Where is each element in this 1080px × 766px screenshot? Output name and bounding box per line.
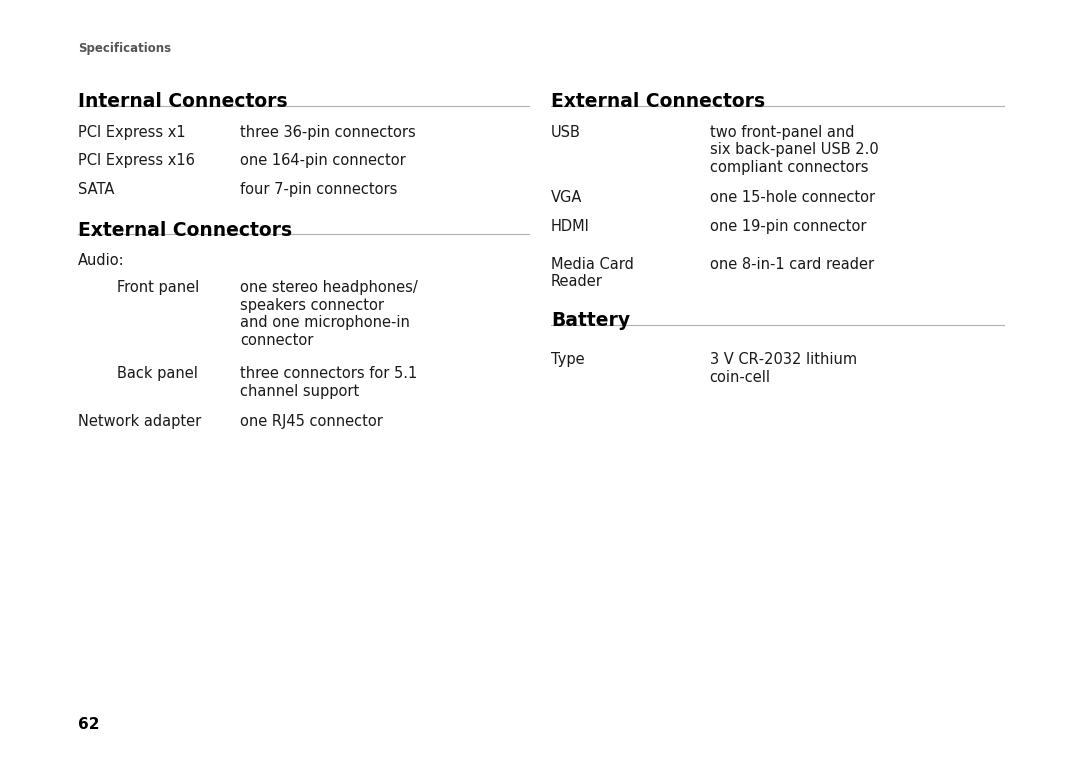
Text: External Connectors: External Connectors [551,92,765,111]
Text: Media Card
Reader: Media Card Reader [551,257,634,289]
Text: Audio:: Audio: [78,253,124,268]
Text: one 19‑pin connector: one 19‑pin connector [710,219,866,234]
Text: Front panel: Front panel [117,280,199,296]
Text: Specifications: Specifications [78,42,171,55]
Text: two front‑panel and
six back‑panel USB 2.0
compliant connectors: two front‑panel and six back‑panel USB 2… [710,125,878,175]
Text: one 8‑in‑1 card reader: one 8‑in‑1 card reader [710,257,874,272]
Text: three 36‑pin connectors: three 36‑pin connectors [240,125,416,140]
Text: one 164‑pin connector: one 164‑pin connector [240,153,405,169]
Text: USB: USB [551,125,581,140]
Text: External Connectors: External Connectors [78,221,292,240]
Text: PCI Express x16: PCI Express x16 [78,153,194,169]
Text: four 7‑pin connectors: four 7‑pin connectors [240,182,397,197]
Text: Type: Type [551,352,584,368]
Text: Battery: Battery [551,311,630,330]
Text: SATA: SATA [78,182,114,197]
Text: VGA: VGA [551,190,582,205]
Text: three connectors for 5.1
channel support: three connectors for 5.1 channel support [240,366,417,398]
Text: one RJ45 connector: one RJ45 connector [240,414,382,429]
Text: Network adapter: Network adapter [78,414,201,429]
Text: 3 V CR‑2032 lithium
coin‑cell: 3 V CR‑2032 lithium coin‑cell [710,352,856,385]
Text: Internal Connectors: Internal Connectors [78,92,287,111]
Text: one stereo headphones/
speakers connector
and one microphone‑in
connector: one stereo headphones/ speakers connecto… [240,280,418,348]
Text: 62: 62 [78,716,99,732]
Text: HDMI: HDMI [551,219,590,234]
Text: Back panel: Back panel [117,366,198,381]
Text: PCI Express x1: PCI Express x1 [78,125,186,140]
Text: one 15‑hole connector: one 15‑hole connector [710,190,875,205]
